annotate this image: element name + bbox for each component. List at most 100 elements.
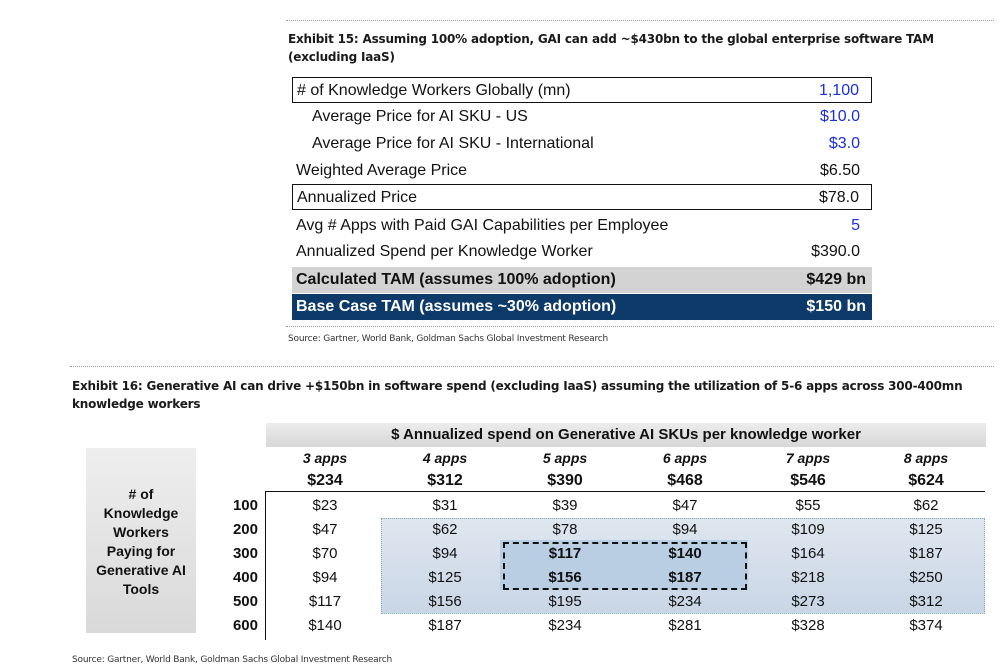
column-header: 8 apps $624 [876, 447, 976, 493]
exhibit15-bottom-divider [286, 326, 994, 327]
table-cell: $70 [312, 545, 338, 562]
column-apps: 7 apps [785, 450, 831, 466]
row-label: Average Price for AI SKU - International [312, 135, 594, 152]
table-cell: $125 [428, 569, 462, 586]
matrix-header: $ Annualized spend on Generative AI SKUs… [266, 423, 986, 447]
column-apps: 3 apps [302, 450, 348, 466]
row-label: Annualized Spend per Knowledge Worker [296, 243, 593, 260]
highlight-core [500, 540, 748, 590]
table-cell: $156 [428, 593, 462, 610]
table-cell: $281 [668, 617, 702, 634]
row-label: Avg # Apps with Paid GAI Capabilities pe… [296, 217, 669, 234]
side-label-line: # of [128, 486, 154, 502]
table-cell: $187 [909, 545, 943, 562]
table-cell: $23 [312, 497, 338, 514]
row-value: 5 [851, 217, 860, 234]
table-row-base-case: Base Case TAM (assumes ~30% adoption) $1… [292, 294, 872, 320]
table-cell: $140 [308, 617, 342, 634]
row-value: $6.50 [819, 162, 860, 179]
row-label: Calculated TAM (assumes 100% adoption) [296, 271, 616, 288]
table-cell: $125 [909, 521, 943, 538]
exhibit16-title-line1: Exhibit 16: Generative AI can drive +$15… [72, 379, 963, 393]
table-row: Annualized Price $78.0 [292, 184, 872, 210]
table-row: Average Price for AI SKU - International… [292, 131, 872, 157]
table-cell: $234 [548, 617, 582, 634]
row-label-workers: 400 [232, 569, 258, 586]
row-label: Base Case TAM (assumes ~30% adoption) [296, 298, 617, 315]
column-header: 4 apps $312 [395, 447, 495, 493]
row-value: $3.0 [828, 135, 860, 152]
row-label-workers: 300 [232, 545, 258, 562]
exhibit16-title: Exhibit 16: Generative AI can drive +$15… [72, 377, 963, 413]
row-label: Weighted Average Price [296, 162, 468, 179]
table-cell: $109 [791, 521, 825, 538]
column-header: 6 apps $468 [635, 447, 735, 493]
table-cell: $234 [668, 593, 702, 610]
matrix-top-border [265, 491, 985, 492]
top-divider [286, 20, 994, 21]
side-label-line: Tools [122, 581, 160, 597]
table-cell: $195 [548, 593, 582, 610]
table-cell: $31 [432, 497, 458, 514]
column-header: 5 apps $390 [515, 447, 615, 493]
row-value: $429 bn [806, 271, 866, 288]
exhibit16-source: Source: Gartner, World Bank, Goldman Sac… [72, 655, 393, 665]
side-label-line: Generative AI [96, 562, 186, 578]
table-cell: $94 [312, 569, 338, 586]
column-price: $234 [307, 472, 343, 489]
side-label: # of Knowledge Workers Paying for Genera… [86, 485, 196, 599]
table-cell: $218 [791, 569, 825, 586]
table-row-total: Calculated TAM (assumes 100% adoption) $… [292, 267, 872, 293]
column-apps: 4 apps [422, 450, 468, 466]
table-cell: $94 [672, 521, 698, 538]
table-row: # of Knowledge Workers Globally (mn) 1,1… [292, 77, 872, 103]
table-cell: $78 [552, 521, 578, 538]
table-cell: $328 [791, 617, 825, 634]
column-price: $468 [667, 472, 703, 489]
base-case-dashed-box [503, 542, 747, 590]
table-cell: $312 [909, 593, 943, 610]
table-cell: $39 [552, 497, 578, 514]
column-price: $312 [427, 472, 463, 489]
table-cell: $164 [791, 545, 825, 562]
column-apps: 5 apps [542, 450, 588, 466]
exhibit16-top-divider [70, 366, 994, 367]
row-value: 1,100 [818, 82, 859, 99]
matrix-left-border [265, 492, 266, 640]
row-value: $10.0 [819, 108, 860, 125]
table-cell: $55 [795, 497, 821, 514]
side-label-line: Workers [113, 524, 169, 540]
row-label-workers: 100 [232, 497, 258, 514]
exhibit15-title-line1: Exhibit 15: Assuming 100% adoption, GAI … [288, 32, 934, 46]
row-label-workers: 500 [232, 593, 258, 610]
table-cell: $47 [312, 521, 338, 538]
row-label: # of Knowledge Workers Globally (mn) [297, 82, 571, 99]
table-cell: $117 [308, 593, 342, 610]
column-header: 3 apps $234 [275, 447, 375, 493]
row-label: Average Price for AI SKU - US [312, 108, 528, 125]
table-row: Weighted Average Price $6.50 [292, 158, 872, 184]
exhibit15-title-line2: (excluding IaaS) [288, 50, 395, 64]
column-apps: 8 apps [903, 450, 949, 466]
table-cell: $273 [791, 593, 825, 610]
side-label-box [86, 448, 196, 633]
row-value: $390.0 [811, 243, 860, 260]
side-label-line: Knowledge [103, 505, 179, 521]
table-row: Average Price for AI SKU - US $10.0 [292, 104, 872, 130]
side-label-line: Paying for [106, 543, 176, 559]
row-value: $78.0 [818, 189, 859, 206]
exhibit16-title-line2: knowledge workers [72, 397, 201, 411]
row-label-workers: 600 [232, 617, 258, 634]
row-value: $150 bn [806, 298, 866, 315]
table-row: Annualized Spend per Knowledge Worker $3… [292, 239, 872, 265]
table-cell: $374 [909, 617, 943, 634]
column-header: 7 apps $546 [758, 447, 858, 493]
table-cell: $62 [432, 521, 458, 538]
row-label-workers: 200 [232, 521, 258, 538]
column-price: $390 [547, 472, 583, 489]
table-cell: $62 [913, 497, 939, 514]
table-cell: $117 [548, 545, 582, 562]
table-row: Avg # Apps with Paid GAI Capabilities pe… [292, 213, 872, 239]
table-cell: $47 [672, 497, 698, 514]
column-apps: 6 apps [662, 450, 708, 466]
